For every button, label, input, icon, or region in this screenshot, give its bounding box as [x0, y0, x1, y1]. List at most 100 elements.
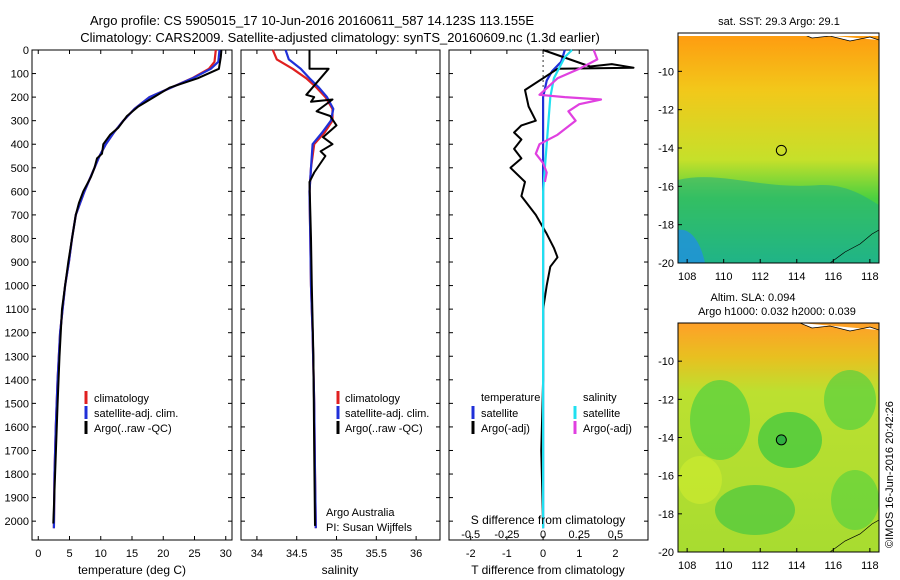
- figure-subtitle: Climatology: CARS2009. Satellite-adjuste…: [80, 30, 600, 45]
- map-y-tick-label: -14: [658, 143, 674, 155]
- map-y-tick-label: -20: [658, 258, 674, 270]
- y-tick-label: 1200: [5, 328, 29, 340]
- y-tick-label: 100: [11, 69, 29, 81]
- sla-map-eddy: [758, 412, 822, 468]
- sla-map-x-ticks: 108 110 112 114 116 118: [678, 548, 879, 572]
- difference-plot-frame: [448, 49, 649, 541]
- temperature-legend-argo: Argo(..raw -QC): [94, 423, 172, 435]
- map-x-tick-label: 114: [788, 560, 806, 572]
- map-x-tick-label: 114: [788, 271, 806, 283]
- y-tick-label: 1600: [5, 422, 29, 434]
- series-line-satellite-adj-clim-: [52, 49, 221, 529]
- argo-float-marker: [775, 434, 787, 446]
- map-x-tick-label: 116: [825, 560, 843, 572]
- figure-title: Argo profile: CS 5905015_17 10-Jun-2016 …: [90, 13, 534, 28]
- map-y-tick-label: -16: [658, 181, 674, 193]
- x-tick-label: 10: [95, 548, 107, 560]
- map-y-tick-label: -18: [658, 509, 674, 521]
- series-line-satellite-adj-clim-: [284, 49, 335, 529]
- salinity-legend: climatology satellite-adj. clim. Argo(..…: [336, 391, 429, 435]
- temperature-legend: climatology satellite-adj. clim. Argo(..…: [84, 391, 178, 435]
- x-tick-label: 15: [126, 548, 138, 560]
- map-y-tick-label: -10: [658, 356, 674, 368]
- x-tick-label: 0: [35, 548, 41, 560]
- secondary-x-tick-label: 0: [540, 529, 546, 541]
- y-tick-label: 500: [11, 163, 29, 175]
- series-line-argo-adj-: [509, 49, 635, 526]
- salinity-x-label: salinity: [322, 563, 359, 577]
- map-x-tick-label: 116: [825, 271, 843, 283]
- x-tick-label: 34.5: [286, 548, 307, 560]
- y-tick-label: 400: [11, 139, 29, 151]
- sla-map-marker-layer: [775, 434, 787, 446]
- y-tick-label: 900: [11, 257, 29, 269]
- sla-map-eddy: [715, 485, 795, 535]
- temperature-plot-frame: [31, 49, 233, 541]
- x-tick-label: 1: [576, 548, 582, 560]
- secondary-x-tick-label: 0.25: [569, 529, 590, 541]
- y-tick-label: 200: [11, 92, 29, 104]
- map-x-tick-label: 110: [715, 271, 733, 283]
- sla-map-coastline-north: [799, 323, 879, 332]
- y-tick-label: 1300: [5, 351, 29, 363]
- difference-t-axis-label: T difference from climatology: [471, 563, 625, 577]
- sla-map-eddy: [831, 470, 879, 530]
- x-tick-label: 5: [66, 548, 72, 560]
- difference-legend-s-argo: Argo(-adj): [583, 423, 632, 435]
- sst-map-cool-patch: [678, 177, 879, 263]
- map-x-tick-label: 108: [678, 271, 696, 283]
- secondary-x-tick-label: 0.5: [608, 529, 623, 541]
- argo-float-marker: [775, 144, 787, 156]
- difference-series: [509, 49, 635, 529]
- x-tick-label: 36: [410, 548, 422, 560]
- temperature-legend-climatology: climatology: [94, 393, 150, 405]
- salinity-series: [271, 49, 338, 529]
- salinity-plot-frame: [240, 49, 441, 541]
- temperature-y-ticks: 0 100 200 300 400 500 600 700 800 900 1000 1100 1200…: [5, 45, 232, 528]
- x-tick-label: 2: [612, 548, 618, 560]
- y-tick-label: 0: [23, 45, 29, 57]
- difference-s-axis-label: S difference from climatology: [471, 513, 626, 527]
- difference-legend-temperature-title: temperature: [481, 392, 540, 404]
- map-y-tick-label: -12: [658, 394, 674, 406]
- series-line-argo-adj-: [534, 49, 603, 183]
- sla-map-eddy: [690, 380, 750, 460]
- x-tick-label: 35: [330, 548, 342, 560]
- sla-map-eddy: [824, 370, 876, 430]
- sst-map-coastline-south: [829, 229, 879, 263]
- map-x-tick-label: 118: [861, 560, 879, 572]
- sst-map-marker-layer: [775, 144, 787, 156]
- y-tick-label: 1900: [5, 493, 29, 505]
- sst-map-x-ticks: 108 110 112 114 116 118: [678, 259, 879, 283]
- temperature-legend-satellite-adj: satellite-adj. clim.: [94, 408, 178, 420]
- sst-map-title: sat. SST: 29.3 Argo: 29.1: [718, 16, 840, 28]
- y-tick-label: 600: [11, 186, 29, 198]
- map-x-tick-label: 112: [751, 560, 769, 572]
- difference-x-ticks: -2 -1 0 1 2 -0.5 -0.25 0 0.25 0.5: [461, 50, 623, 560]
- map-x-tick-label: 118: [861, 271, 879, 283]
- sla-map-panel: Altim. SLA: 0.094 Argo h1000: 0.032 h200…: [658, 292, 880, 572]
- temperature-x-ticks: 0 5 10 15 20 25 30: [35, 50, 232, 560]
- salinity-legend-satellite-adj: satellite-adj. clim.: [345, 408, 429, 420]
- map-y-tick-label: -14: [658, 433, 674, 445]
- series-line-climatology: [52, 49, 217, 529]
- y-tick-label: 700: [11, 210, 29, 222]
- sla-map-y-ticks: -10 -12 -14 -16 -18 -20: [658, 356, 682, 559]
- x-tick-label: -2: [466, 548, 476, 560]
- salinity-legend-argo: Argo(..raw -QC): [345, 423, 423, 435]
- difference-legend: temperature salinity satellite Argo(-adj…: [471, 392, 632, 435]
- salinity-x-ticks: 34 34.5 35 35.5 36: [251, 50, 422, 560]
- difference-legend-t-satellite: satellite: [481, 408, 518, 420]
- secondary-x-tick-label: -0.5: [461, 529, 480, 541]
- y-tick-label: 800: [11, 233, 29, 245]
- map-y-tick-label: -16: [658, 471, 674, 483]
- map-y-tick-label: -10: [658, 66, 674, 78]
- y-tick-label: 1000: [5, 281, 29, 293]
- y-tick-label: 1100: [5, 304, 29, 316]
- y-tick-label: 1700: [5, 445, 29, 457]
- x-tick-label: 34: [251, 548, 263, 560]
- sla-map-eddy: [678, 456, 722, 504]
- series-line-argo-raw-qc-: [305, 50, 338, 526]
- salinity-panel: 34 34.5 35 35.5 36 salinity climatology sate…: [240, 49, 441, 577]
